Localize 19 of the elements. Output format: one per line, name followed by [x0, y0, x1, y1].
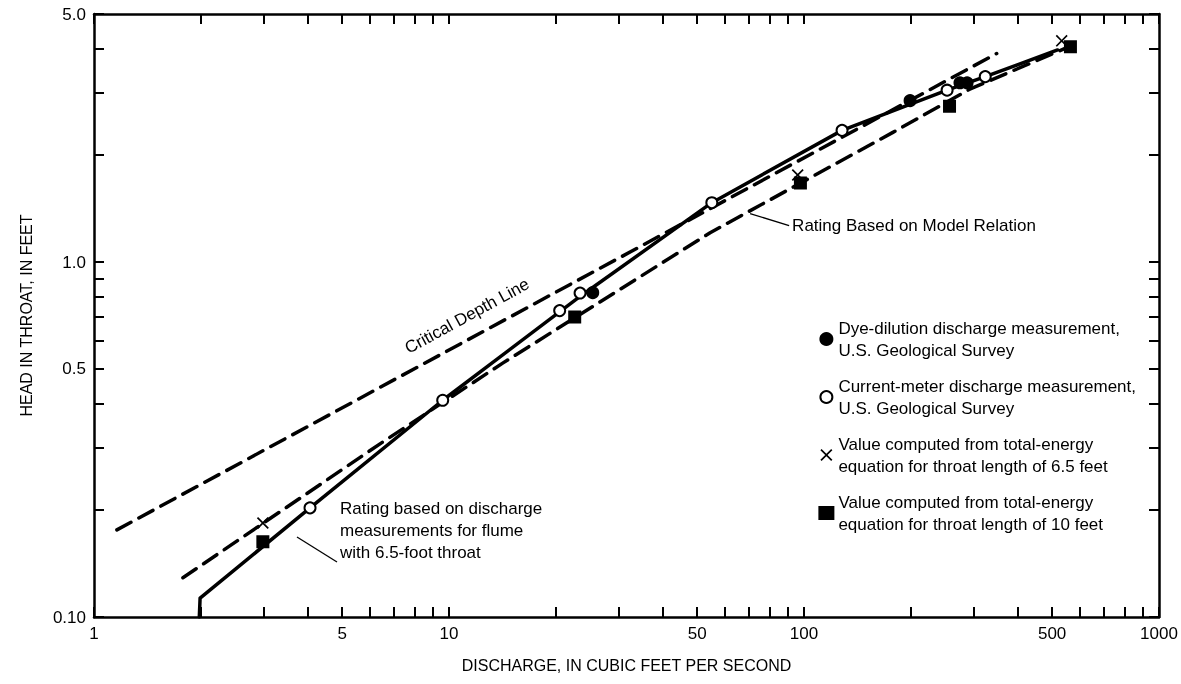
legend-label: Dye-dilution discharge measurement, U.S. Geological Survey — [838, 318, 1120, 360]
x-tick-label: 10 — [439, 624, 459, 643]
legend-label: Value computed from total-energy equation for throat length of 6.5 feet — [838, 434, 1109, 476]
y-tick-label: 1.0 — [62, 252, 86, 272]
y-tick-label: 0.10 — [52, 607, 86, 627]
legend-label: Value computed from total-energy equation for throat length of 10 feet — [838, 492, 1104, 534]
x-tick-label: 100 — [789, 624, 819, 643]
x-tick-label: 50 — [687, 624, 707, 643]
x-tick-label: 500 — [1037, 624, 1067, 643]
annotation: Rating based on discharge measurements for flume with 6.5-foot throat — [339, 498, 543, 562]
y-tick-label: 0.5 — [62, 359, 86, 379]
x-tick-label: 1 — [89, 624, 99, 643]
x-tick-label: 5 — [337, 624, 347, 643]
legend-label: Current-meter discharge measurement, U.S. Geological Survey — [838, 376, 1137, 418]
y-tick-label: 5.0 — [62, 4, 86, 24]
x-tick-label: 1000 — [1140, 624, 1178, 643]
y-axis-title: HEAD IN THROAT, IN FEET — [17, 214, 35, 417]
annotation: Rating Based on Model Relation — [792, 216, 1036, 236]
x-axis-title: DISCHARGE, IN CUBIC FEET PER SECOND — [461, 656, 792, 674]
